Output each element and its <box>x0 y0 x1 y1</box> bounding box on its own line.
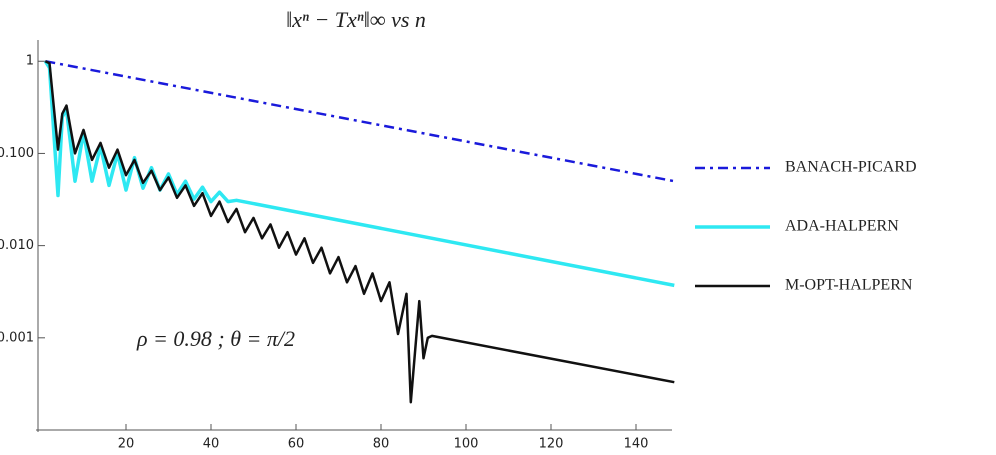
y-tick-label: 0.001 <box>0 330 34 345</box>
x-tick-label: 40 <box>203 437 220 452</box>
x-tick-label: 60 <box>288 437 305 452</box>
chart-title: ‖xⁿ − Txⁿ‖∞ vs n <box>286 7 426 32</box>
y-tick-label: 0.010 <box>0 238 34 253</box>
y-tick-label: 1 <box>26 54 34 69</box>
x-tick-label: 20 <box>118 437 135 452</box>
legend-label: ADA-HALPERN <box>785 218 899 235</box>
series-line <box>45 59 675 183</box>
series-line <box>44 60 675 404</box>
annotation: ρ = 0.98 ; θ = π/2 <box>136 326 295 351</box>
x-tick-label: 120 <box>539 437 564 452</box>
x-tick-label: 80 <box>373 437 390 452</box>
x-tick-label: 140 <box>624 437 649 452</box>
legend-label: M-OPT-HALPERN <box>785 277 913 294</box>
y-tick-label: 0.100 <box>0 146 34 161</box>
x-tick-label: 100 <box>454 437 479 452</box>
legend-label: BANACH-PICARD <box>785 159 917 176</box>
